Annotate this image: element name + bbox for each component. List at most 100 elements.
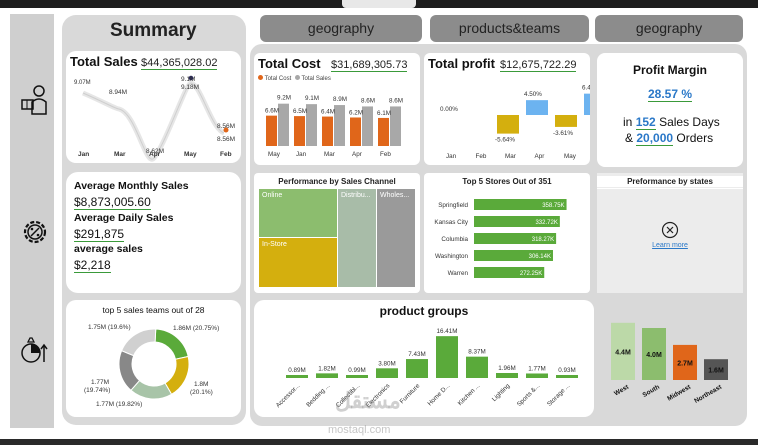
store-value-3: 306.14K [529,254,551,260]
legend-cost-label: Total Cost [264,76,292,82]
profit-bar-may [584,93,590,115]
avg-sales-value: $2,218 [74,258,111,273]
product-bar-3 [376,368,398,378]
orders-value: 20,000 [636,131,674,146]
product-value-4: 7.43M [408,351,426,358]
sales-label-jan: 9.07M [74,80,91,86]
product-name-5: Home D... [426,382,451,407]
total-sales-line-chart: 9.07M 8.94M 8.62M 9.1M 9.18M 8.56M 8.56M… [74,75,235,162]
store-bar-1 [474,216,560,227]
product-name-9: Storage ... [546,382,572,408]
top-stores-card: Top 5 Stores Out of 351 Springfield 358.7… [424,173,590,293]
sales-label-apr: 8.62M [146,148,164,155]
total-sales-title: Total Sales [70,54,138,69]
total-sales-card: Total Sales $44,365,028.02 9.07M 8.94M 8… [66,51,241,163]
profit-margin-value: 28.57 % [648,87,693,102]
total-profit-title: Total profit [428,56,495,71]
sales-label-mar: 8.9M [333,96,347,103]
states-title: Preformance by states [597,176,743,187]
sales-label-feb-a: 8.56M [217,123,235,130]
profit-label-apr: -3.61% [553,130,573,137]
cost-label-feb: 6.1M [377,110,391,117]
stores-title: Top 5 Stores Out of 351 [462,177,552,186]
profit-axis-feb: Feb [476,153,487,160]
cost-axis-may: May [268,151,281,158]
sales-label-feb: 8.6M [389,97,403,104]
team-label-4a: 1.77M [91,379,109,386]
sales-days-post: Sales Days [659,115,720,129]
profit-margin-title: Profit Margin [633,63,707,77]
tab-products-teams[interactable]: products&teams [430,15,589,42]
team-label-5: 1.75M (19.6%) [88,324,131,331]
store-name-0: Springfield [438,202,468,209]
region-bar-chart: 4.4M West 4.0M South 2.7M Midwest 1.6M Northeas… [611,322,728,405]
profit-label-jan: 0.00% [440,106,458,113]
store-name-3: Washington [435,253,469,260]
cost-bar-chart: 6.6M 9.2M May 6.5M 9.1M Jan 6.4M 8.9M Mar 6.2M 8.6… [265,95,403,158]
sales-label-may: 9.18M [181,84,199,91]
sales-teams-card: top 5 sales teams out of 28 1.86M (20.75… [66,300,241,417]
stores-bar-chart: Springfield 358.75K Kansas City 332.72K Colu… [434,199,567,278]
sales-label-may-a: 9.1M [181,76,195,83]
sales-axis-jan: Jan [78,151,89,158]
left-icon-rail [10,14,54,428]
product-groups-title: product groups [379,304,469,318]
cost-bar-mar [322,116,333,146]
channel-distributor[interactable]: Distribu... [338,189,376,287]
avg-daily-label: Average Daily Sales [74,212,174,224]
channel-in-store[interactable]: In-Store [259,238,337,287]
store-value-0: 358.75K [542,203,564,209]
product-name-1: Bedding ... [305,382,331,408]
channel-wholesale[interactable]: Wholes... [377,189,415,287]
legend-sales-dot [294,75,300,80]
profit-bar-chart: 0.00% Jan -5.64% Feb 4.50% Mar -3.61% Apr 6.47% M… [440,85,590,160]
sales-label-mar: 8.94M [109,89,127,96]
sales-bar-jan [306,104,317,146]
avg-daily-value: $291,875 [74,227,125,242]
total-profit-value: $12,675,722.29 [500,59,577,72]
orders-post: Orders [676,131,714,145]
region-bar-northeast [704,359,728,380]
region-bar-west [611,322,635,380]
sales-last-marker [223,127,229,133]
product-bar-1 [316,373,338,378]
sales-days-line: in 152 Sales Days [623,115,720,130]
product-bar-2 [346,375,368,378]
profit-bar-mar [526,100,548,115]
team-label-2a: 1.8M [194,381,208,388]
total-profit-card: Total profit $12,675,722.29 0.00% Jan -5.6… [424,53,590,165]
region-value-west: 4.4M [615,349,631,356]
avg-sales-label: average sales [74,243,143,255]
store-name-4: Warren [448,270,469,277]
window-page-tab[interactable] [342,0,416,8]
tab-geography[interactable]: geography [260,15,422,42]
learn-more-link[interactable]: Learn more [652,242,688,249]
cost-axis-mar: Mar [324,151,335,158]
store-name-1: Kansas City [434,219,468,226]
channel-online[interactable]: Online [259,189,337,237]
team-label-4b: (19.74%) [84,387,110,394]
summary-title: Summary [110,20,197,41]
product-bar-8 [526,373,548,378]
product-bar-0 [286,375,308,378]
sales-label-apr: 8.6M [361,97,375,104]
team-slice-4 [120,328,157,357]
product-value-7: 1.96M [498,365,516,372]
profit-bar-feb [497,115,519,134]
orders-line: & 20,000 Orders [625,131,714,146]
profit-axis-jan: Jan [446,153,457,160]
sales-days-pre: in [623,115,633,129]
sales-bar-apr [362,106,373,146]
tab-geography-2[interactable]: geography [595,15,743,42]
region-name-west: West [613,383,631,397]
sales-channel-card: Performance by Sales Channel Online Dist… [254,173,420,293]
sales-label-feb: 8.56M [217,136,235,143]
watermark-arabic: مستقل [335,388,401,413]
product-value-0: 0.89M [288,367,306,374]
region-name-midwest: Midwest [666,383,692,402]
sales-days-value: 152 [635,115,656,130]
close-circle-icon[interactable] [661,221,679,239]
store-bar-3 [474,250,553,261]
product-bar-7 [496,373,518,378]
